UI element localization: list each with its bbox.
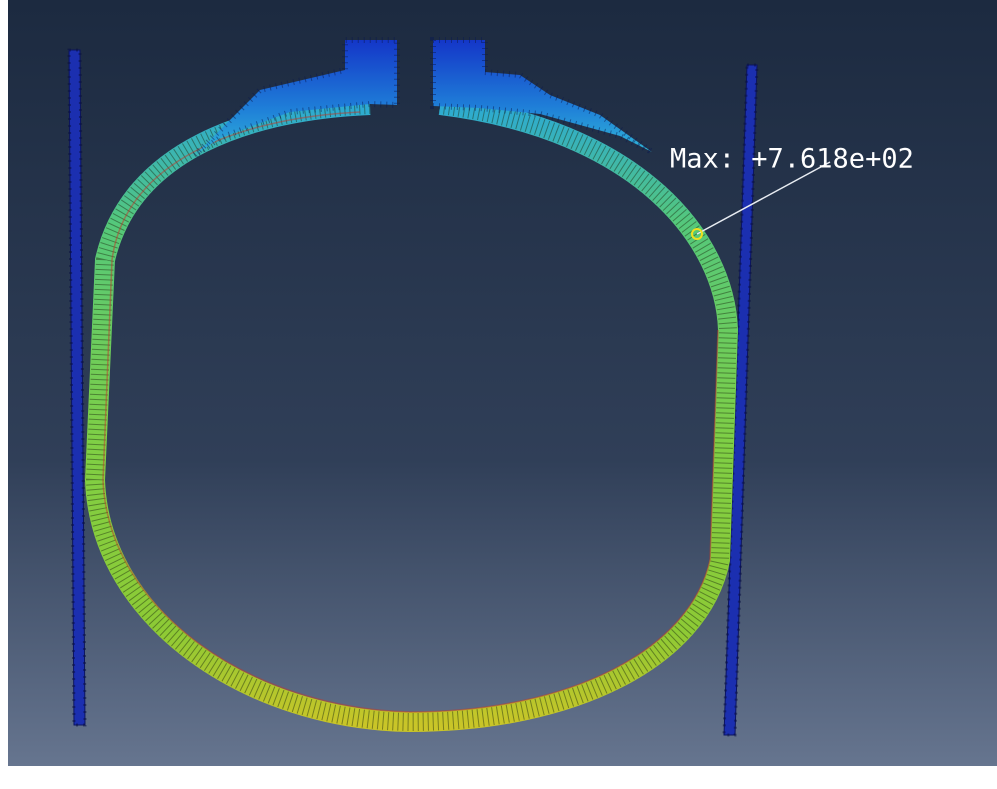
page: {"viewport": {"annotation": "Max: +7.618… bbox=[0, 0, 997, 789]
max-annotation: Max: +7.618e+02 bbox=[670, 144, 914, 175]
viewport: Max: +7.618e+02 bbox=[0, 0, 997, 789]
